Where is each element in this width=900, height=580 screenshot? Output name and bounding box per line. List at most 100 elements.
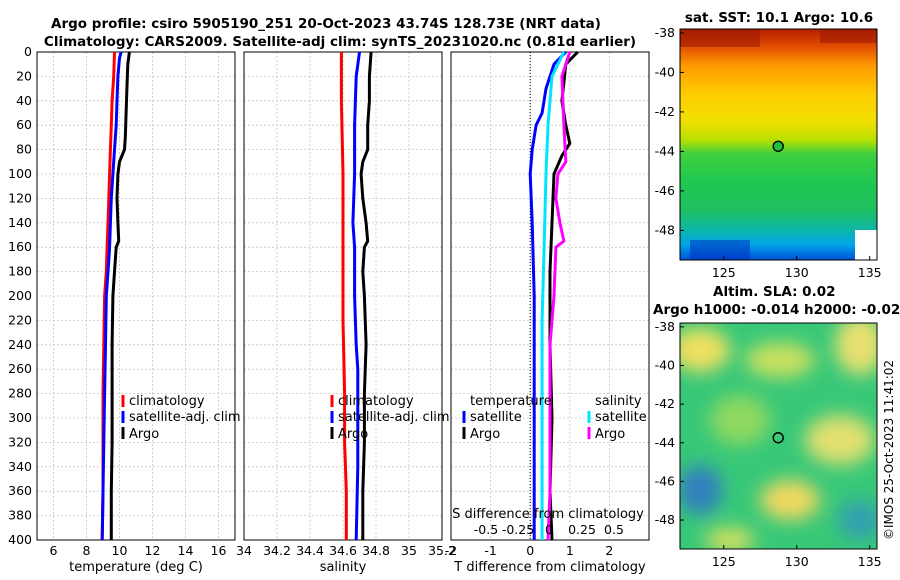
map-x-tick-label: 135 [858, 554, 882, 569]
y-tick-label: 0 [24, 44, 32, 59]
y-tick-label: 280 [8, 386, 32, 401]
sst-warm-corner [680, 29, 760, 47]
map-y-tick-label: -40 [655, 357, 675, 372]
series-line [100, 51, 123, 541]
series-line [351, 51, 361, 541]
y-tick-label: 240 [8, 337, 32, 352]
y-tick-label: 220 [8, 312, 32, 327]
sla-blob [745, 342, 815, 378]
map-y-tick-label: -38 [655, 25, 675, 40]
y-tick-label: 260 [8, 361, 32, 376]
sst-argo-marker [772, 140, 784, 152]
x-tick-label: 12 [145, 543, 161, 558]
legend-label-climatology: climatology [129, 394, 205, 409]
map-y-tick-label: -42 [655, 104, 675, 119]
x-tick-label: 14 [178, 543, 194, 558]
map-y-tick-label: -46 [655, 473, 675, 488]
map-y-tick-label: -44 [655, 143, 675, 158]
map-x-tick-label: 135 [858, 265, 882, 280]
map-x-tick-label: 130 [785, 265, 809, 280]
y-tick-label: 20 [16, 68, 32, 83]
y-tick-label: 380 [8, 508, 32, 523]
sla-map-axes: 125 130 135 -48 -46 -44 -42 -40 -38 [655, 319, 882, 569]
main-title-line1: Argo profile: csiro 5905190_251 20-Oct-2… [51, 16, 601, 32]
sla-blob [710, 395, 770, 445]
y-tick-label: 180 [8, 264, 32, 279]
difference-legend: temperature satellite Argo salinity sate… [462, 394, 647, 442]
sst-map-axes: 125 130 135 -48 -46 -44 -42 -40 -38 [655, 25, 882, 280]
legend-label-satellite: satellite-adj. clim [338, 410, 450, 425]
sla-map: 125 130 135 -48 -46 -44 -42 -40 -38 [655, 319, 882, 569]
y-tick-label: 400 [8, 532, 32, 547]
x-tick-label: 34.6 [329, 543, 357, 558]
sst-cold-patch [690, 240, 750, 260]
map-x-tick-label: 125 [712, 554, 736, 569]
main-title-line2: Climatology: CARS2009. Satellite-adj cli… [44, 34, 636, 50]
x-tick-label: -2 [445, 543, 457, 558]
x-tick-label: 35 [401, 543, 417, 558]
sla-map-title1: Altim. SLA: 0.02 [713, 284, 835, 300]
y-tick-label: 60 [16, 117, 32, 132]
x-axis-label: salinity [320, 560, 367, 575]
series-line [528, 50, 567, 540]
panel-frame [450, 51, 650, 541]
y-tick-label: 320 [8, 434, 32, 449]
map-y-tick-label: -46 [655, 183, 675, 198]
x-tick-label: 34.2 [263, 543, 291, 558]
y-tick-label: 340 [8, 459, 32, 474]
legend-heading-salinity: salinity [595, 394, 642, 409]
sst-warm-corner [820, 29, 877, 43]
sst-map-title: sat. SST: 10.1 Argo: 10.6 [685, 10, 873, 26]
sla-blob [680, 465, 722, 515]
difference-panel: -2 -1 0 1 2T difference from climatology [445, 50, 650, 575]
s-tick-label: -0.5 [474, 522, 498, 537]
sst-map: 125 130 135 -48 -46 -44 -42 -40 -38 [655, 25, 882, 280]
legend-label-t-satellite: satellite [470, 410, 522, 425]
legend-label-t-argo: Argo [470, 427, 500, 442]
series-line [109, 51, 131, 540]
map-y-tick-label: -38 [655, 319, 675, 334]
legend-label-argo: Argo [129, 427, 159, 442]
x-tick-label: 10 [112, 543, 128, 558]
panel-frame [36, 51, 236, 541]
series-line [339, 52, 348, 540]
series-line [546, 51, 572, 541]
x-tick-label: 1 [566, 543, 574, 558]
copyright-label: ©IMOS 25-Oct-2023 11:41:02 [882, 360, 896, 540]
x-tick-label: 16 [211, 543, 227, 558]
y-tick-label: 360 [8, 483, 32, 498]
s-tick-label: 0.5 [604, 522, 624, 537]
x-tick-label: 35.2 [428, 543, 456, 558]
legend-label-s-satellite: satellite [595, 410, 647, 425]
legend-label-satellite: satellite-adj. clim [129, 410, 241, 425]
x-tick-label: 8 [83, 543, 91, 558]
x-tick-label: 6 [50, 543, 58, 558]
temperature-panel: 6 8 10 12 14 16020406080100120140160180200220… [8, 44, 236, 575]
x-tick-label: 34.8 [362, 543, 390, 558]
legend-label-s-argo: Argo [595, 427, 625, 442]
sla-blob [805, 415, 875, 465]
sla-map-frame [679, 322, 878, 550]
y-tick-label: 140 [8, 215, 32, 230]
y-tick-label: 40 [16, 93, 32, 108]
salinity-panel: 34 34.2 34.4 34.6 34.8 35 35.2 salinity [236, 51, 456, 575]
temperature-legend: climatology satellite-adj. clim Argo [121, 394, 241, 442]
x-axis-label: temperature (deg C) [69, 560, 203, 575]
sla-blob [835, 323, 877, 375]
y-tick-label: 160 [8, 239, 32, 254]
x-axis-label: T difference from climatology [453, 560, 646, 575]
map-x-tick-label: 125 [712, 265, 736, 280]
map-y-tick-label: -40 [655, 64, 675, 79]
map-y-tick-label: -48 [655, 512, 675, 527]
y-tick-label: 120 [8, 190, 32, 205]
x-tick-label: -1 [484, 543, 496, 558]
map-y-tick-label: -48 [655, 222, 675, 237]
map-y-tick-label: -44 [655, 435, 675, 450]
y-tick-label: 300 [8, 410, 32, 425]
series-line [540, 51, 566, 540]
y-tick-label: 200 [8, 288, 32, 303]
x-tick-label: 0 [526, 543, 534, 558]
series-line [359, 51, 373, 540]
y-tick-label: 100 [8, 166, 32, 181]
sst-land-gap [855, 230, 877, 260]
